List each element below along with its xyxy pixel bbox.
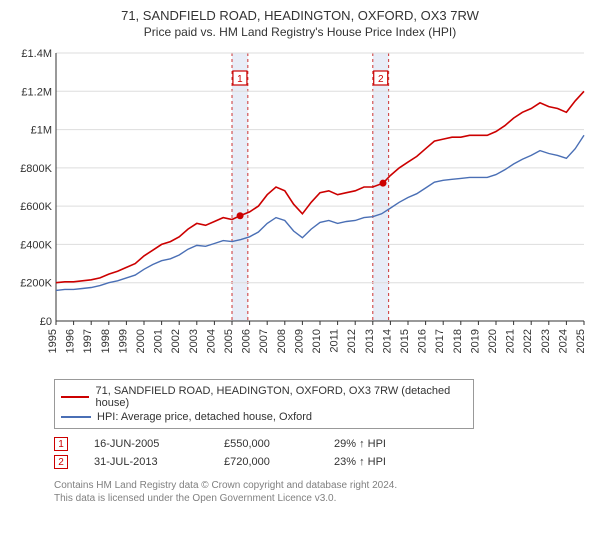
legend-label: HPI: Average price, detached house, Oxfo… <box>97 411 312 423</box>
svg-text:£200K: £200K <box>20 278 52 290</box>
svg-text:2022: 2022 <box>522 329 534 353</box>
footer-line-1: Contains HM Land Registry data © Crown c… <box>54 479 590 492</box>
legend-item: 71, SANDFIELD ROAD, HEADINGTON, OXFORD, … <box>61 384 467 410</box>
svg-text:2018: 2018 <box>452 329 464 353</box>
sales-table: 1 16-JUN-2005£550,00029% ↑ HPI 2 31-JUL-201… <box>54 435 590 471</box>
svg-text:2005: 2005 <box>223 329 235 353</box>
legend-swatch <box>61 396 89 398</box>
svg-text:2003: 2003 <box>188 329 200 353</box>
up-arrow-icon: ↑ <box>359 438 365 450</box>
price-chart: £0 £200K £400K £600K £800K £1M £1.2M £1.4M 1995 1… <box>10 45 590 375</box>
up-arrow-icon: ↑ <box>359 456 365 468</box>
sale-price: £550,000 <box>224 438 334 450</box>
svg-text:2001: 2001 <box>153 329 165 353</box>
legend-swatch <box>61 416 91 418</box>
svg-text:2015: 2015 <box>399 329 411 353</box>
svg-text:2020: 2020 <box>487 329 499 353</box>
svg-text:2016: 2016 <box>417 329 429 353</box>
chart-footer: Contains HM Land Registry data © Crown c… <box>54 479 590 505</box>
sale-pct: 23% ↑ HPI <box>334 456 424 468</box>
svg-text:2023: 2023 <box>540 329 552 353</box>
chart-svg: £0 £200K £400K £600K £800K £1M £1.2M £1.4M 1995 1… <box>10 45 590 375</box>
svg-text:2002: 2002 <box>170 329 182 353</box>
chart-subtitle: Price paid vs. HM Land Registry's House … <box>10 25 590 39</box>
chart-title: 71, SANDFIELD ROAD, HEADINGTON, OXFORD, … <box>10 8 590 23</box>
footer-line-2: This data is licensed under the Open Gov… <box>54 492 590 505</box>
svg-text:2025: 2025 <box>575 329 587 353</box>
svg-text:2013: 2013 <box>364 329 376 353</box>
svg-text:1999: 1999 <box>117 329 129 353</box>
svg-text:£600K: £600K <box>20 201 52 213</box>
svg-text:£400K: £400K <box>20 239 52 251</box>
svg-text:£0: £0 <box>40 316 52 328</box>
svg-text:2021: 2021 <box>505 329 517 353</box>
svg-text:2: 2 <box>378 74 384 85</box>
svg-text:2007: 2007 <box>258 329 270 353</box>
sale-price: £720,000 <box>224 456 334 468</box>
svg-text:2011: 2011 <box>329 329 341 353</box>
legend-label: 71, SANDFIELD ROAD, HEADINGTON, OXFORD, … <box>95 385 467 409</box>
sale-pct: 29% ↑ HPI <box>334 438 424 450</box>
svg-text:2014: 2014 <box>381 329 393 353</box>
svg-text:1995: 1995 <box>47 329 59 353</box>
svg-text:2006: 2006 <box>241 329 253 353</box>
legend-item: HPI: Average price, detached house, Oxfo… <box>61 410 467 424</box>
svg-text:2009: 2009 <box>293 329 305 353</box>
svg-text:2000: 2000 <box>135 329 147 353</box>
svg-text:1: 1 <box>237 74 243 85</box>
svg-text:2017: 2017 <box>434 329 446 353</box>
svg-text:2010: 2010 <box>311 329 323 353</box>
sale-row: 2 31-JUL-2013£720,00023% ↑ HPI <box>54 453 590 471</box>
svg-text:2004: 2004 <box>205 329 217 353</box>
svg-text:£1.2M: £1.2M <box>21 86 52 98</box>
svg-text:2024: 2024 <box>557 329 569 353</box>
svg-text:1997: 1997 <box>82 329 94 353</box>
svg-text:2012: 2012 <box>346 329 358 353</box>
svg-text:£1M: £1M <box>31 125 52 137</box>
svg-text:£1.4M: £1.4M <box>21 48 52 60</box>
svg-text:1996: 1996 <box>65 329 77 353</box>
sale-marker: 2 <box>54 455 68 469</box>
sale-date: 31-JUL-2013 <box>94 456 224 468</box>
svg-text:2019: 2019 <box>469 329 481 353</box>
svg-text:£800K: £800K <box>20 163 52 175</box>
chart-legend: 71, SANDFIELD ROAD, HEADINGTON, OXFORD, … <box>54 379 474 429</box>
sale-date: 16-JUN-2005 <box>94 438 224 450</box>
svg-text:2008: 2008 <box>276 329 288 353</box>
sale-marker: 1 <box>54 437 68 451</box>
sale-row: 1 16-JUN-2005£550,00029% ↑ HPI <box>54 435 590 453</box>
svg-text:1998: 1998 <box>100 329 112 353</box>
